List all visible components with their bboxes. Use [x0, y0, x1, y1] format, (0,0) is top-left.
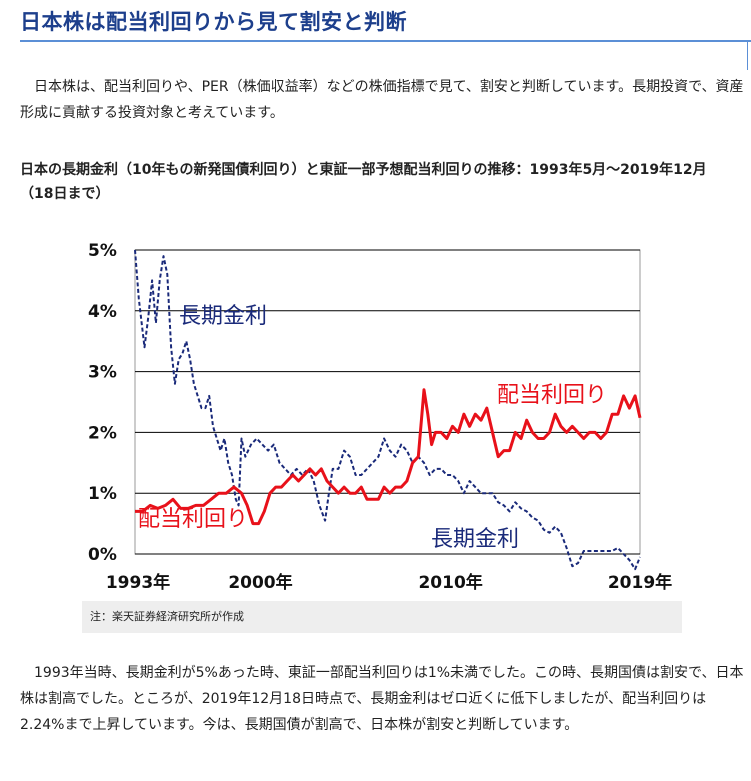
dividend-yield-label: 配当利回り [138, 507, 248, 532]
long-rate-label: 長期金利 [431, 527, 519, 552]
rate-vs-yield-chart: 5%4%3%2%1%0%1993年 2000年 2010年 2019年長期金利長期金利… [88, 241, 672, 593]
y-tick-label: 5% [88, 241, 117, 261]
title-underline [20, 40, 751, 42]
y-tick-label: 1% [88, 484, 117, 504]
y-tick-label: 3% [88, 363, 117, 383]
title-side-rule [747, 40, 748, 70]
y-tick-label: 0% [88, 545, 117, 565]
dividend-yield-line [135, 388, 642, 526]
x-tick-label: 2000年 [228, 572, 292, 593]
summary-paragraph: 1993年当時、長期金利が5%あった時、東証一部配当利回りは1%未満でした。この… [20, 665, 744, 733]
chart-note: 注：楽天証券経済研究所が作成 [82, 601, 682, 633]
chart-caption: 日本の長期金利（10年もの新発国債利回り）と東証一部予想配当利回りの推移：199… [20, 162, 707, 202]
y-tick-label: 2% [88, 423, 117, 443]
y-tick-label: 4% [88, 302, 117, 322]
x-tick-label: 1993年 [106, 572, 170, 593]
dividend-yield-label: 配当利回り [497, 383, 607, 408]
long-rate-label: 長期金利 [179, 304, 267, 329]
page-title: 日本株は配当利回りから見て割安と判断 [20, 10, 407, 34]
plot-frame [134, 249, 641, 555]
long-rate-line [134, 249, 641, 571]
x-tick-label: 2019年 [608, 572, 672, 593]
x-tick-label: 2010年 [418, 572, 482, 593]
intro-paragraph: 日本株は、配当利回りや、PER（株価収益率）などの株価指標で見て、割安と判断して… [20, 79, 744, 121]
